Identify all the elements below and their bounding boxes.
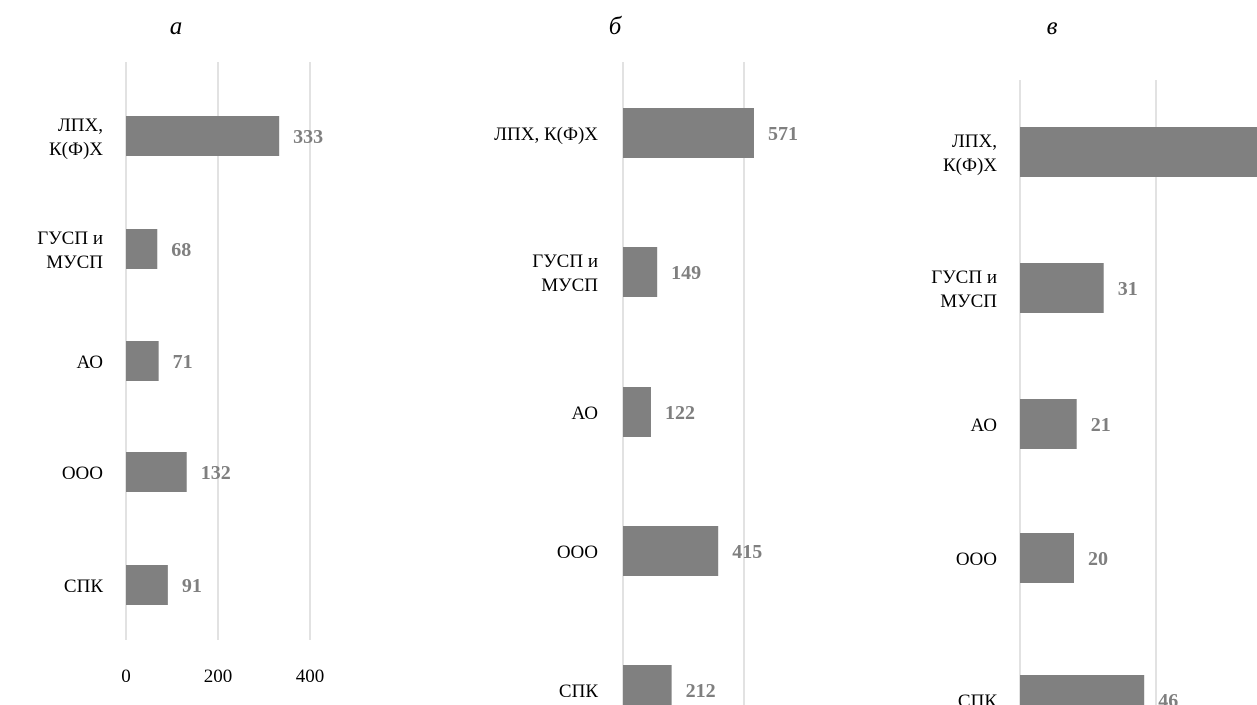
panel-2-category-label-4: ООО — [557, 542, 598, 563]
panel-3-category-label-4: ООО — [956, 549, 997, 570]
panel-3-value-label-4: 20 — [1088, 548, 1108, 570]
panel-1-bar-2 — [126, 229, 158, 269]
panel-3-title: в — [1047, 13, 1058, 40]
panel-2-category-label-3: АО — [572, 403, 599, 424]
panel-3-category-label-5: СПК — [958, 691, 997, 705]
panel-3-value-label-3: 21 — [1091, 414, 1111, 436]
panel-3-bar-3 — [1020, 399, 1077, 449]
panel-1-value-label-4: 132 — [201, 462, 231, 484]
panel-1-title: а — [170, 13, 183, 40]
panel-3-bar-4 — [1020, 533, 1074, 583]
panel-1-category-label-1: ЛПХ, К(Ф)Х — [49, 115, 103, 160]
panel-2-bar-5 — [623, 665, 672, 705]
panel-2-value-label-4: 415 — [732, 541, 762, 563]
panel-1-bar-3 — [126, 341, 159, 381]
panel-1-value-label-1: 333 — [293, 126, 323, 148]
panel-2-category-label-5: СПК — [559, 681, 598, 702]
panel-1-category-label-4: ООО — [62, 463, 103, 484]
panel-1-bar-1 — [126, 116, 280, 156]
panel-3-bar-5 — [1020, 675, 1145, 705]
panel-1-value-label-5: 91 — [182, 575, 202, 597]
panel-1-tick-label-1: 0 — [121, 666, 131, 687]
panel-2-value-label-3: 122 — [665, 402, 695, 424]
panel-2-value-label-5: 212 — [686, 680, 716, 702]
panel-3-bar-1 — [1020, 127, 1257, 177]
panel-1-tick-label-3: 400 — [296, 666, 325, 687]
panel-1-tick-label-2: 200 — [204, 666, 233, 687]
panel-1-category-label-3: АО — [77, 352, 104, 373]
panel-2-bar-2 — [623, 247, 658, 297]
panel-1-value-label-3: 71 — [173, 351, 193, 373]
panel-1-category-label-2: ГУСП и МУСП — [37, 228, 103, 273]
panel-3-bar-2 — [1020, 263, 1104, 313]
panel-1-value-label-2: 68 — [171, 239, 191, 261]
panel-3-category-label-2: ГУСП и МУСП — [931, 267, 997, 312]
panel-3-value-label-5: 46 — [1158, 690, 1178, 705]
panel-2-value-label-1: 571 — [768, 123, 798, 145]
panel-3-value-label-2: 31 — [1118, 278, 1138, 300]
panel-2-bar-1 — [623, 108, 754, 158]
panel-2-category-label-1: ЛПХ, К(Ф)Х — [494, 124, 598, 145]
panel-2-bar-4 — [623, 526, 719, 576]
panel-1-bar-5 — [126, 565, 168, 605]
panel-1-bar-4 — [126, 452, 187, 492]
panel-3-category-label-3: АО — [971, 415, 998, 436]
panel-2-category-label-2: ГУСП и МУСП — [532, 251, 598, 296]
panel-1-category-label-5: СПК — [64, 576, 103, 597]
panel-3-category-label-1: ЛПХ, К(Ф)Х — [943, 131, 997, 176]
panel-2-title: б — [609, 13, 623, 40]
panel-2-value-label-2: 149 — [671, 262, 701, 284]
panel-2-bar-3 — [623, 387, 651, 437]
